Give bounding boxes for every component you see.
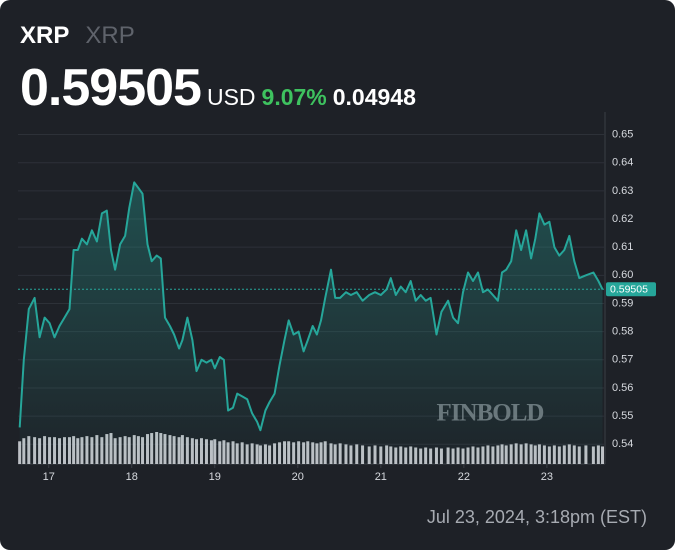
last-price-tag [606,282,656,297]
y-tick-label: 0.63 [612,185,633,197]
x-tick-label: 18 [126,471,138,483]
last-price-label: 0.59505 [610,284,648,296]
change-percent: 9.07% [261,84,327,110]
volume-bar [601,446,605,464]
y-tick-label: 0.58 [612,326,633,338]
y-tick-label: 0.59 [612,297,633,309]
title-row: XRP XRP [20,22,135,50]
y-tick-label: 0.55 [612,410,633,422]
y-tick-label: 0.57 [612,354,633,366]
y-tick-label: 0.64 [612,157,633,169]
x-tick-label: 22 [458,471,470,483]
price-line [18,181,604,432]
volume-bar [18,441,22,464]
y-tick-label: 0.61 [612,241,633,253]
timestamp: Jul 23, 2024, 3:18pm (EST) [426,507,647,527]
y-tick-label: 0.56 [612,382,633,394]
x-tick-label: 21 [375,471,387,483]
y-tick-label: 0.54 [612,438,633,450]
y-tick-label: 0.62 [612,213,633,225]
change: 0.04948 [332,84,416,110]
area-fill [19,182,603,464]
symbol: XRP [20,22,70,49]
x-tick-label: 17 [43,471,55,483]
price-row: 0.59505 USD 9.07% 0.04948 [20,58,416,118]
y-tick-label: 0.65 [612,128,633,140]
currency: USD [206,84,256,110]
asset-name: XRP [85,22,135,49]
x-tick-label: 20 [292,471,304,483]
price: 0.59505 [20,59,202,117]
x-tick-label: 23 [541,471,553,483]
x-tick-label: 19 [209,471,221,483]
y-tick-label: 0.60 [612,269,633,281]
